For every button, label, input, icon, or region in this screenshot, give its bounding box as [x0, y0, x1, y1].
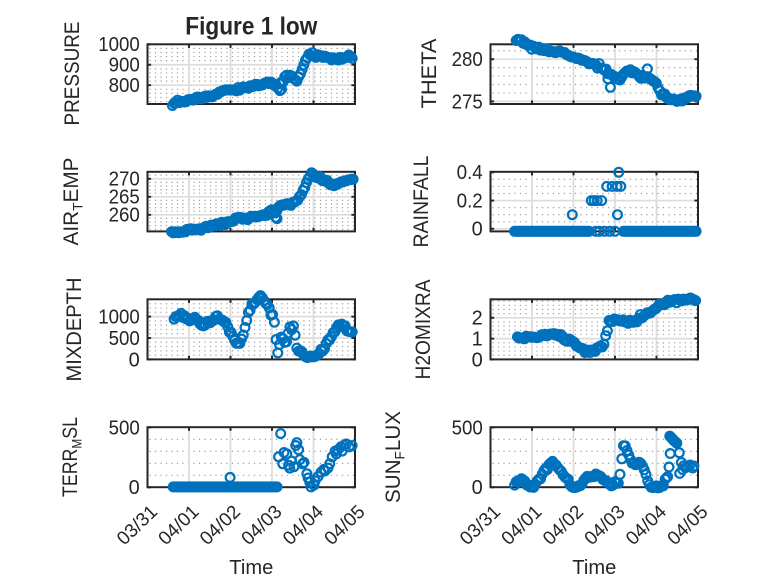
- svg-text:0: 0: [129, 349, 140, 371]
- svg-text:AIRT​EMP: AIRT​EMP: [60, 158, 86, 246]
- svg-text:500: 500: [109, 417, 140, 439]
- svg-text:0: 0: [472, 477, 483, 499]
- svg-text:800: 800: [109, 75, 140, 97]
- svg-text:MIXDEPTH: MIXDEPTH: [63, 278, 86, 382]
- svg-text:H2OMIXRA: H2OMIXRA: [412, 280, 435, 380]
- svg-text:Figure 1 low: Figure 1 low: [185, 12, 317, 40]
- svg-text:Time: Time: [229, 557, 273, 579]
- svg-text:1000: 1000: [98, 34, 140, 56]
- svg-text:500: 500: [109, 328, 140, 350]
- svg-text:SUNF​LUX: SUNF​LUX: [382, 411, 408, 503]
- svg-text:TERRM​SL: TERRM​SL: [59, 417, 85, 497]
- svg-text:Time: Time: [572, 557, 616, 579]
- svg-text:0.4: 0.4: [457, 162, 483, 184]
- svg-text:0.2: 0.2: [457, 191, 483, 213]
- svg-text:0: 0: [472, 219, 483, 241]
- svg-text:2: 2: [472, 308, 483, 330]
- svg-text:260: 260: [109, 205, 140, 227]
- svg-text:280: 280: [452, 49, 483, 71]
- svg-text:RAINFALL: RAINFALL: [410, 156, 433, 248]
- svg-text:900: 900: [109, 55, 140, 77]
- svg-text:1: 1: [472, 329, 483, 351]
- svg-text:0: 0: [129, 477, 140, 499]
- svg-text:270: 270: [109, 169, 140, 191]
- svg-text:0: 0: [472, 349, 483, 371]
- svg-text:265: 265: [109, 187, 140, 209]
- svg-text:275: 275: [452, 91, 483, 113]
- svg-text:THETA: THETA: [418, 39, 441, 109]
- svg-text:500: 500: [452, 417, 483, 439]
- svg-text:PRESSURE: PRESSURE: [61, 22, 84, 126]
- svg-text:1000: 1000: [98, 307, 140, 329]
